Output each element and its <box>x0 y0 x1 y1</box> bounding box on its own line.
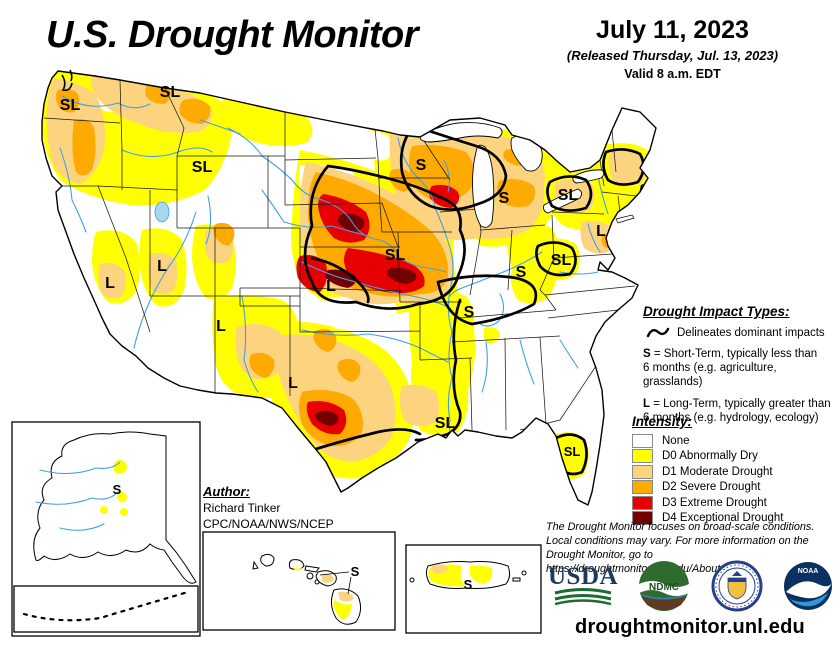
delineates-label: Delineates dominant impacts <box>677 326 825 339</box>
intensity-label: None <box>662 434 690 447</box>
long-term-definition: L = Long-Term, typically greater than 6 m… <box>643 398 831 425</box>
intensity-label: D4 Exceptional Drought <box>662 512 784 525</box>
puerto-rico-inset <box>405 544 542 634</box>
intensity-swatch <box>632 464 653 479</box>
impact-label-sl: SL <box>192 159 213 176</box>
intensity-swatch <box>632 480 653 495</box>
conus-outline <box>41 70 657 506</box>
site-url: droughtmonitor.unl.edu <box>575 616 805 638</box>
impact-label-l: L <box>105 275 115 292</box>
author-heading: Author: <box>203 484 250 499</box>
impact-label-s: S <box>416 157 427 174</box>
long-island <box>615 214 635 224</box>
intensity-legend-heading: Intensity: <box>632 414 693 429</box>
conus-drought-layers <box>42 71 656 479</box>
author-org: CPC/NOAA/NWS/NCEP <box>203 517 334 531</box>
impact-labels: SL SL SL L L S S SL L S S SL L SL L L SL SL S S S <box>60 84 606 592</box>
intensity-legend-row: D1 Moderate Drought <box>632 464 837 480</box>
ndmc-logo-text: NDMC <box>649 582 679 593</box>
impact-label-l: L <box>157 258 167 275</box>
intensity-swatch <box>632 449 653 464</box>
impact-label-l: L <box>596 223 606 240</box>
noaa-logo: NOAA <box>783 562 832 610</box>
intensity-legend-row: D4 Exceptional Drought <box>632 511 837 527</box>
impact-label-sl: SL <box>551 252 572 269</box>
intensity-legend: Intensity: None D0 Abnormally Dry D1 Moder… <box>632 414 837 526</box>
impact-label-sl: SL <box>564 444 581 459</box>
intensity-rows: None D0 Abnormally Dry D1 Moderate Drought… <box>632 433 837 526</box>
intensity-swatch <box>632 433 653 448</box>
delineation-squiggle-icon <box>646 327 670 338</box>
impact-label-s: S <box>113 482 122 497</box>
page-title: U.S. Drought Monitor <box>46 14 419 56</box>
release-date: (Released Thursday, Jul. 13, 2023) <box>566 48 779 63</box>
impact-label-s: S <box>499 190 510 207</box>
logo-row: USDA NDMC NOAA <box>548 560 833 612</box>
hawaii-inset <box>202 531 396 631</box>
impact-label-s: S <box>464 304 475 321</box>
impact-label-l: L <box>326 278 336 295</box>
impact-label-sl: SL <box>558 187 579 204</box>
usda-logo-text: USDA <box>548 562 619 590</box>
intensity-label: D1 Moderate Drought <box>662 465 773 478</box>
intensity-legend-row: D0 Abnormally Dry <box>632 449 837 465</box>
author-block: Author: Richard Tinker CPC/NOAA/NWS/NCEP <box>203 484 363 531</box>
intensity-label: D2 Severe Drought <box>662 481 761 494</box>
usda-swoosh-icon <box>554 588 612 606</box>
impact-label-sl: SL <box>385 247 406 264</box>
intensity-legend-row: D2 Severe Drought <box>632 480 837 496</box>
impact-label-sl: SL <box>60 97 81 114</box>
date-block: July 11, 2023 (Released Thursday, Jul. 1… <box>555 16 790 81</box>
noaa-logo-text: NOAA <box>798 568 819 575</box>
author-name: Richard Tinker <box>203 501 281 515</box>
impact-label-s: S <box>516 264 527 281</box>
intensity-legend-row: D3 Extreme Drought <box>632 495 837 511</box>
usda-logo: USDA <box>548 562 619 607</box>
great-salt-lake <box>154 201 170 223</box>
impact-legend: Drought Impact Types: Delineates dominan… <box>643 304 837 425</box>
alaska-inset <box>11 421 201 637</box>
impact-label-sl: SL <box>160 84 181 101</box>
impact-label-sl: SL <box>435 415 456 432</box>
intensity-legend-row: None <box>632 433 837 449</box>
intensity-swatch <box>632 495 653 510</box>
short-term-definition: S = Short-Term, typically less than 6 mon… <box>643 348 818 389</box>
intensity-label: D3 Extreme Drought <box>662 496 767 509</box>
impact-label-s: S <box>351 564 360 579</box>
impact-label-s: S <box>464 577 473 592</box>
intensity-swatch <box>632 511 653 526</box>
intensity-label: D0 Abnormally Dry <box>662 450 758 463</box>
impact-label-l: L <box>288 375 298 392</box>
impact-legend-heading: Drought Impact Types: <box>643 304 790 319</box>
commerce-seal-logo <box>711 560 763 612</box>
impact-label-l: L <box>216 318 226 335</box>
map-date: July 11, 2023 <box>596 16 749 44</box>
valid-time: Valid 8 a.m. EDT <box>624 67 721 81</box>
ndmc-logo: NDMC <box>639 561 690 611</box>
puget-sound <box>61 69 73 92</box>
